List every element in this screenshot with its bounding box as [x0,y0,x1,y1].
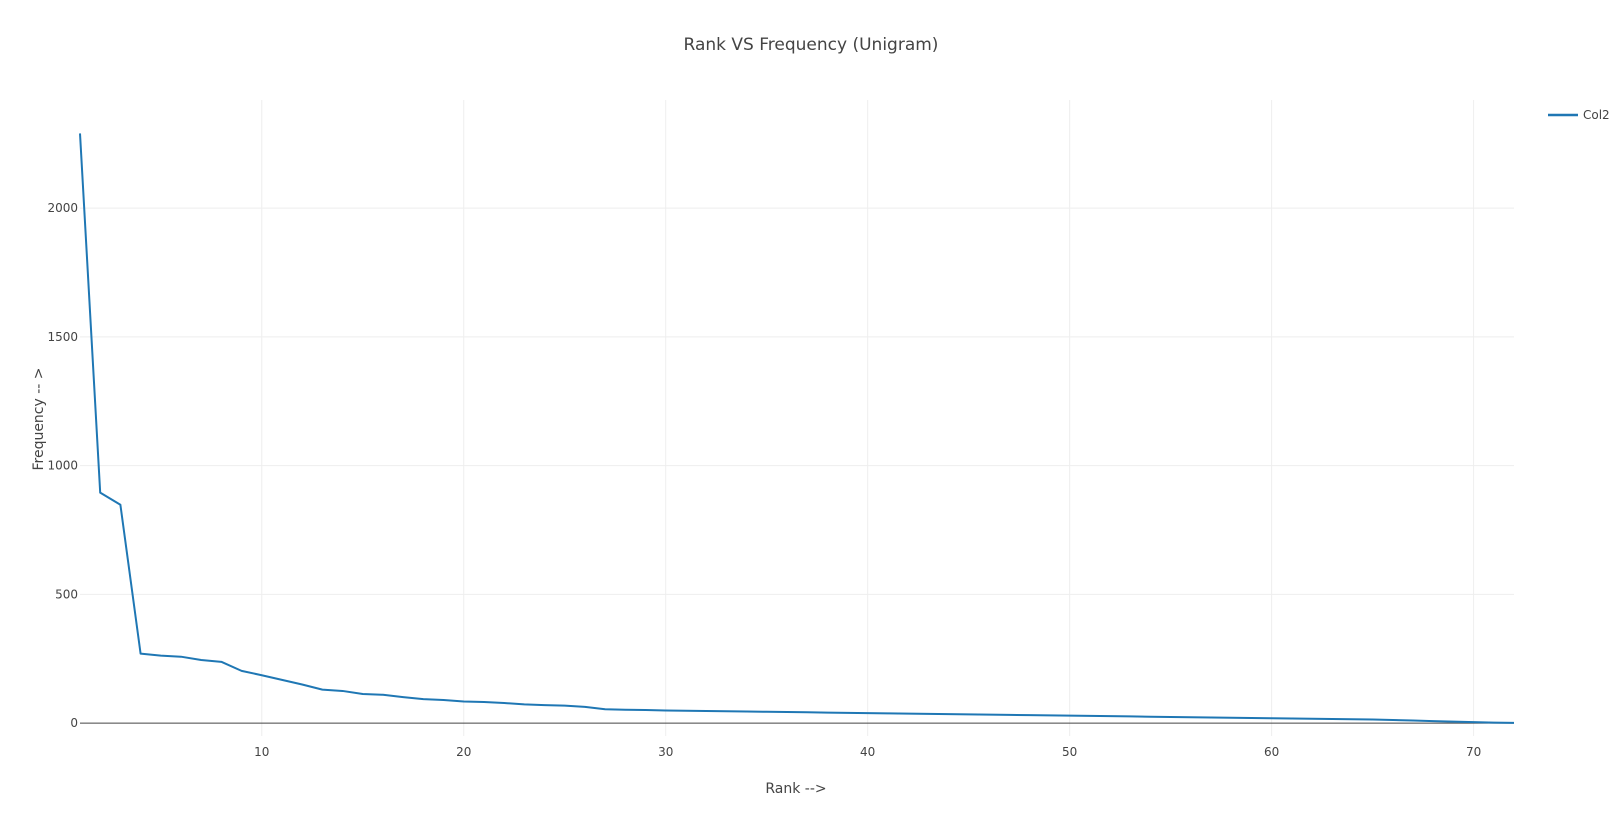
y-axis-title: Frequency -- > [31,367,47,470]
series-line-col2[interactable] [79,133,1515,724]
x-tick-label-10: 10 [254,745,269,759]
y-tick-label-1500: 1500 [47,330,78,344]
legend-label-col2: Col2 [1583,108,1610,122]
x-tick-label-40: 40 [860,745,875,759]
grid [80,100,1514,736]
x-tick-label-70: 70 [1466,745,1481,759]
y-tick-label-500: 500 [55,587,78,601]
y-tick-label-0: 0 [70,716,78,730]
x-tick-label-60: 60 [1264,745,1279,759]
x-axis-title: Rank --> [765,781,826,797]
x-tick-label-30: 30 [658,745,673,759]
y-tick-label-2000: 2000 [47,201,78,215]
legend[interactable]: Col2 [1548,108,1610,122]
y-axis-ticks: 0 500 1000 1500 2000 [47,201,78,730]
chart-title: Rank VS Frequency (Unigram) [684,35,939,55]
x-tick-label-50: 50 [1062,745,1077,759]
y-tick-label-1000: 1000 [47,459,78,473]
x-tick-label-20: 20 [456,745,471,759]
x-axis-ticks: 10 20 30 40 50 60 70 [254,745,1481,759]
series-layer [79,133,1515,724]
